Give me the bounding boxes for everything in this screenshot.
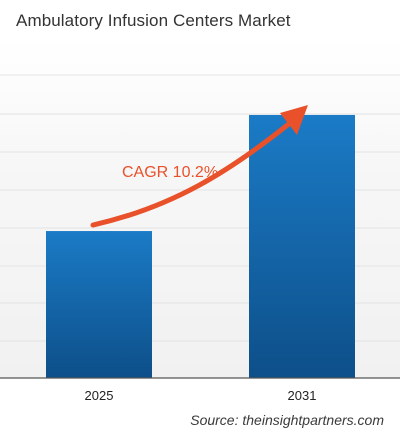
bar-2031 bbox=[249, 114, 355, 379]
x-tick-label-2025: 2025 bbox=[85, 388, 114, 403]
chart-title: Ambulatory Infusion Centers Market bbox=[16, 11, 291, 30]
cagr-arrow-head bbox=[280, 105, 308, 135]
source-note: Source: theinsightpartners.com bbox=[190, 412, 384, 428]
cagr-arrow-curve bbox=[90, 120, 293, 228]
bar-2025 bbox=[46, 231, 152, 378]
x-tick-label-2031: 2031 bbox=[288, 388, 317, 403]
cagr-label: CAGR 10.2% bbox=[122, 164, 218, 181]
